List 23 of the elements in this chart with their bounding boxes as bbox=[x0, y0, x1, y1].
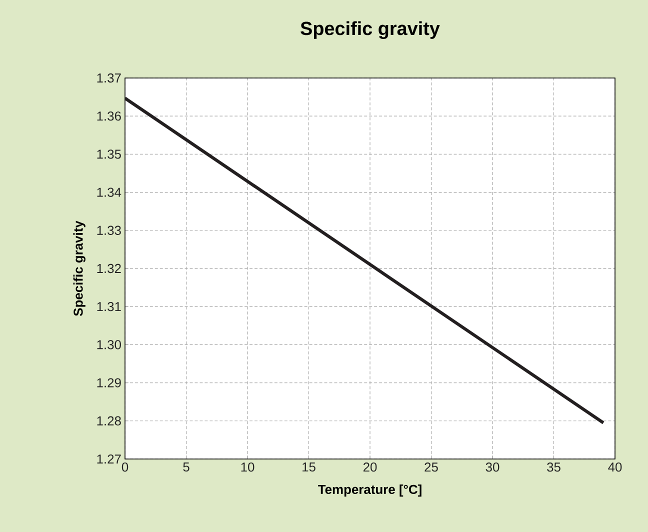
x-tick-label: 0 bbox=[122, 462, 128, 472]
x-tick-label: 35 bbox=[547, 462, 560, 472]
y-tick-label: 1.36 bbox=[97, 111, 121, 121]
y-tick-label: 1.35 bbox=[97, 150, 121, 159]
y-tick-label: 1.31 bbox=[97, 302, 121, 312]
x-tick-label: 15 bbox=[302, 462, 316, 472]
x-tick-label: 10 bbox=[241, 462, 254, 472]
y-tick-label: 1.33 bbox=[97, 226, 121, 235]
y-tick-label: 1.28 bbox=[97, 416, 121, 426]
y-axis-title: Specific gravity bbox=[73, 220, 86, 316]
x-tick-label: 40 bbox=[608, 462, 622, 472]
y-tick-label: 1.37 bbox=[97, 73, 121, 83]
x-tick-label: 30 bbox=[486, 462, 500, 472]
y-tick-label: 1.27 bbox=[97, 454, 121, 464]
y-tick-label: 1.32 bbox=[97, 264, 121, 274]
x-tick-label: 25 bbox=[424, 462, 438, 472]
x-axis-title: Temperature [°C] bbox=[318, 484, 422, 497]
y-tick-label: 1.29 bbox=[97, 378, 121, 388]
x-tick-label: 5 bbox=[183, 462, 190, 472]
x-tick-label: 20 bbox=[363, 462, 377, 472]
chart-title: Specific gravity bbox=[300, 21, 440, 40]
y-tick-label: 1.34 bbox=[97, 188, 122, 197]
y-tick-label: 1.30 bbox=[97, 340, 121, 350]
